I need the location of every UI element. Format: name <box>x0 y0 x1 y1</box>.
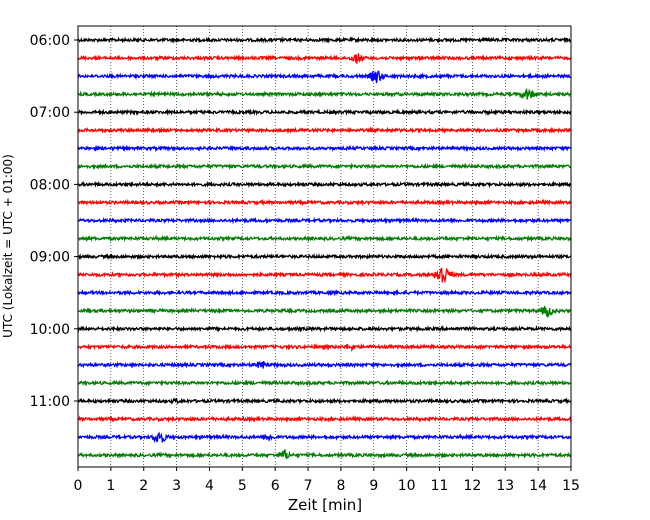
trace-line <box>77 267 572 284</box>
x-tick-label: 9 <box>369 478 378 494</box>
trace-line <box>77 162 572 171</box>
trace-line <box>77 234 572 243</box>
x-tick-label: 7 <box>304 478 313 494</box>
trace-line <box>77 144 572 153</box>
trace-line <box>77 126 572 135</box>
trace-line <box>77 70 572 84</box>
trace-line <box>77 108 572 117</box>
trace-line <box>77 397 572 405</box>
x-axis: 0 1 2 3 4 5 6 7 8 9 10 11 12 13 14 15 <box>74 467 580 494</box>
x-axis-label: Zeit [min] <box>288 496 362 514</box>
trace-line <box>77 53 572 64</box>
x-tick-label: 8 <box>336 478 345 494</box>
x-tick-label: 10 <box>398 478 416 494</box>
y-axis: 06:00 07:00 08:00 09:00 10:00 11:00 <box>30 33 78 410</box>
x-tick-label: 11 <box>431 478 449 494</box>
x-tick-label: 3 <box>172 478 181 494</box>
y-tick-label: 11:00 <box>30 394 70 410</box>
y-tick-label: 07:00 <box>30 105 70 121</box>
trace-line <box>77 342 572 353</box>
x-tick-label: 0 <box>74 478 83 494</box>
y-tick-label: 06:00 <box>30 33 70 49</box>
x-tick-label: 12 <box>463 478 481 494</box>
x-tick-label: 2 <box>139 478 148 494</box>
trace-line <box>77 431 572 444</box>
trace-line <box>77 360 572 369</box>
y-tick-label: 08:00 <box>30 177 70 193</box>
x-tick-label: 13 <box>496 478 514 494</box>
y-axis-label: UTC (Lokalzeit = UTC + 01:00) <box>1 154 15 338</box>
trace-line <box>77 36 572 44</box>
y-tick-label: 10:00 <box>30 322 70 338</box>
trace-line <box>77 198 572 207</box>
x-tick-label: 6 <box>271 478 280 494</box>
trace-line <box>77 305 572 319</box>
y-tick-label: 09:00 <box>30 250 70 266</box>
trace-line <box>77 87 572 100</box>
x-tick-label: 4 <box>205 478 214 494</box>
plot-frame <box>77 25 572 468</box>
x-tick-label: 15 <box>562 478 580 494</box>
trace-line <box>77 216 572 225</box>
trace-line <box>77 324 572 333</box>
trace-group <box>77 36 572 460</box>
trace-line <box>77 180 572 189</box>
trace-line <box>77 288 572 297</box>
trace-line <box>77 415 572 423</box>
trace-line <box>77 252 572 261</box>
x-tick-label: 1 <box>106 478 115 494</box>
x-tick-label: 14 <box>529 478 547 494</box>
x-tick-label: 5 <box>238 478 247 494</box>
trace-line <box>77 379 572 387</box>
trace-line <box>77 449 572 460</box>
